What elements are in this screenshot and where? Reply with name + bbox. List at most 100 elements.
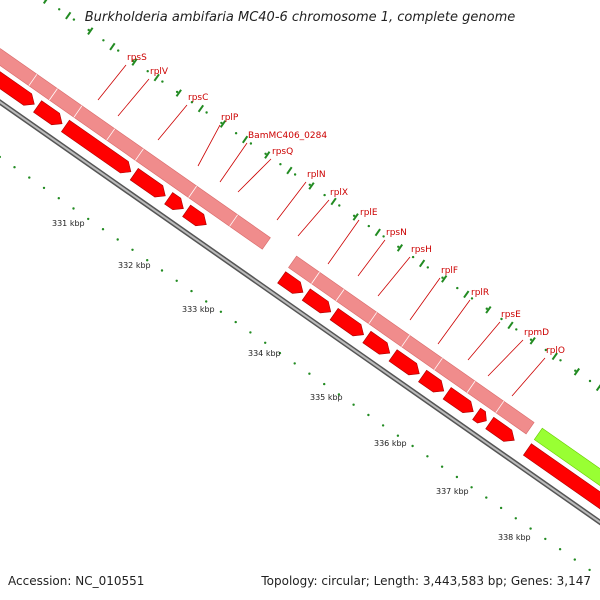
scale-label: 336 kbp <box>374 439 407 448</box>
tick-dot <box>190 101 194 104</box>
gene-arrow <box>60 119 132 174</box>
gene-arrow <box>485 416 515 442</box>
tick-dot <box>234 132 238 135</box>
tick-dot <box>146 70 149 73</box>
scale-label: 333 kbp <box>182 305 215 314</box>
gene-arrow <box>522 443 600 510</box>
tick-dot <box>574 369 577 372</box>
tick-dot <box>514 517 517 520</box>
scale-label: 331 kbp <box>52 219 85 228</box>
gene-arrow <box>182 204 207 227</box>
tick-dot <box>175 279 178 282</box>
tick-dot <box>13 166 16 169</box>
gene-label: rpsN <box>386 228 407 238</box>
gene-label: rpsQ <box>272 147 293 157</box>
tick-dot <box>190 289 193 293</box>
cds-track-divider <box>466 380 476 393</box>
scale-label: 332 kbp <box>118 261 151 270</box>
tick-dot <box>279 163 282 166</box>
gene-leader-line <box>219 142 248 183</box>
cds-track-band <box>288 255 535 435</box>
cds-track-divider <box>135 148 144 161</box>
tick-dot <box>396 434 400 437</box>
tick-dot <box>470 486 473 489</box>
gene-arrow <box>0 71 35 106</box>
tick-mark <box>241 135 249 144</box>
scale-label: 338 kbp <box>498 533 531 542</box>
gene-leader-line <box>327 219 360 265</box>
gene-arrow <box>277 271 304 294</box>
tick-dot <box>102 39 105 42</box>
cds-track-divider <box>73 105 83 118</box>
tick-mark <box>529 337 536 345</box>
gene-leader-line <box>117 78 150 117</box>
tick-mark <box>352 213 359 221</box>
gene-arrow <box>442 387 474 414</box>
gene-label: rplX <box>330 188 348 198</box>
tick-mark <box>42 0 48 4</box>
tick-mark <box>330 197 337 206</box>
cds-track-divider <box>311 271 320 284</box>
tick-dot <box>308 372 311 375</box>
tick-dot <box>588 568 591 572</box>
tick-mark <box>65 11 72 20</box>
gene-label: BamMC406_0284 <box>248 131 327 141</box>
tick-dot <box>456 286 459 290</box>
tick-dot <box>293 173 297 176</box>
gene-label: rplR <box>471 288 489 298</box>
tick-dot <box>544 537 547 541</box>
tick-mark <box>463 290 470 299</box>
tick-dot <box>175 90 179 94</box>
tick-dot <box>220 121 223 125</box>
accession-label: Accession: NC_010551 <box>8 574 145 588</box>
gene-label: rplP <box>221 113 239 123</box>
tick-dot <box>0 155 1 159</box>
backbone-highlight <box>0 100 600 524</box>
tick-dot <box>160 269 164 272</box>
tick-dot <box>515 328 518 331</box>
tick-dot <box>441 276 444 279</box>
tick-dot <box>205 111 208 114</box>
tick-dot <box>529 338 533 341</box>
tick-dot <box>426 455 429 458</box>
map-title: Burkholderia ambifaria MC40-6 chromosome… <box>84 10 516 25</box>
green-feature <box>533 427 600 486</box>
tick-mark <box>551 352 558 361</box>
gene-leader-line <box>357 239 386 277</box>
cds-track-divider <box>106 128 116 141</box>
gene-arrow <box>362 330 391 355</box>
tick-layer <box>0 0 600 572</box>
gene-arrow <box>164 192 184 211</box>
tick-mark <box>396 244 404 252</box>
gene-leader-line <box>437 299 471 345</box>
cds-track-divider <box>48 88 58 101</box>
cds-track-divider <box>28 74 38 86</box>
tick-dot <box>500 317 503 321</box>
gene-arrow <box>472 407 487 424</box>
tick-dot <box>558 548 562 551</box>
gene-label: rplE <box>360 208 378 218</box>
tick-dot <box>367 224 370 228</box>
gene-leader-line <box>409 277 441 321</box>
tick-dot <box>588 379 592 383</box>
tick-dot <box>131 248 134 251</box>
tick-dot <box>264 152 267 155</box>
gene-label: rplV <box>150 67 169 77</box>
gene-arrow <box>388 349 420 376</box>
tick-mark <box>595 384 600 392</box>
gene-leader-line <box>157 104 188 141</box>
tick-dot <box>499 506 503 510</box>
tick-mark <box>219 120 227 128</box>
tick-mark <box>418 259 426 268</box>
cds-track-divider <box>229 214 238 227</box>
tick-dot <box>426 266 429 269</box>
tick-dot <box>42 186 46 190</box>
tick-dot <box>72 207 75 210</box>
cds-track-divider <box>495 400 505 413</box>
gene-arrow <box>33 100 63 126</box>
gene-leader-line <box>276 181 307 221</box>
tick-mark <box>153 73 160 82</box>
tick-dot <box>146 259 149 262</box>
tick-dot <box>28 176 31 179</box>
scale-label: 335 kbp <box>310 393 343 402</box>
